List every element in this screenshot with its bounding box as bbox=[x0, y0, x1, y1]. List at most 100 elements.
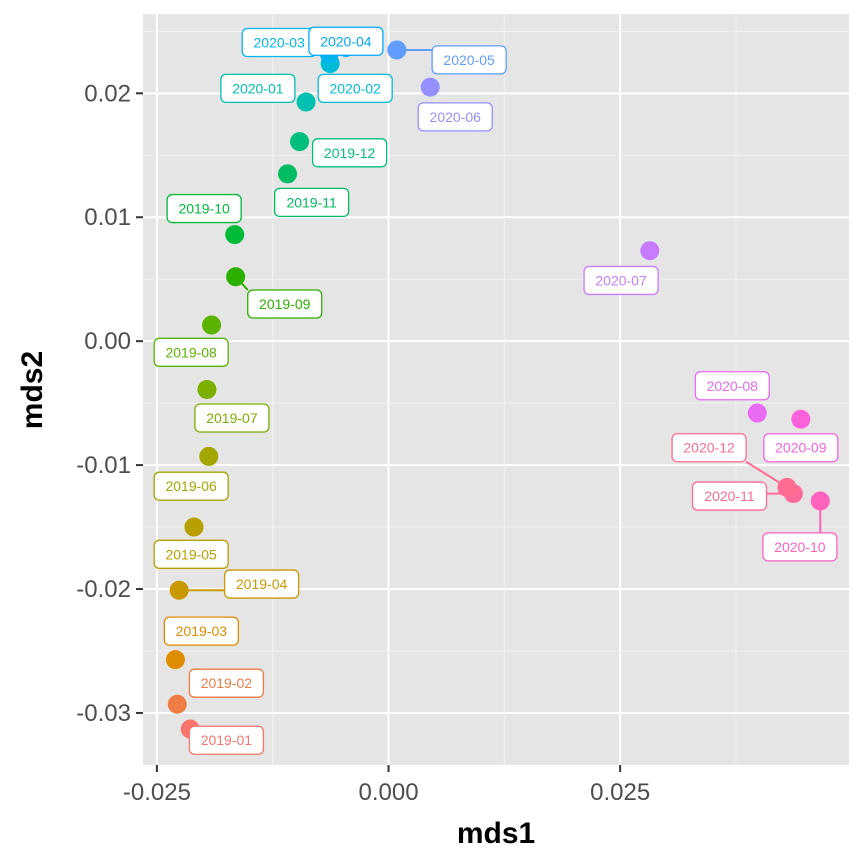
point-2019-11 bbox=[278, 164, 298, 184]
point-label-2020-12: 2020-12 bbox=[671, 433, 747, 463]
label-box bbox=[188, 668, 265, 698]
label-text: 2020-07 bbox=[595, 272, 647, 288]
label-box bbox=[153, 471, 229, 501]
label-text: 2019-03 bbox=[176, 623, 228, 639]
point-label-2020-07: 2020-07 bbox=[583, 265, 659, 296]
x-tick-label: 0.000 bbox=[358, 779, 418, 806]
label-box bbox=[671, 433, 747, 463]
y-tick-label: -0.01 bbox=[76, 452, 131, 479]
point-2019-07 bbox=[197, 380, 217, 399]
label-box bbox=[317, 73, 393, 104]
label-box bbox=[417, 102, 493, 132]
label-box bbox=[273, 187, 350, 218]
point-label-2019-09: 2019-09 bbox=[247, 289, 323, 319]
point-2020-06 bbox=[420, 77, 440, 97]
label-text: 2019-11 bbox=[286, 194, 337, 210]
point-2020-12 bbox=[777, 477, 797, 497]
point-label-2019-11: 2019-11 bbox=[273, 187, 350, 218]
label-text: 2019-12 bbox=[324, 145, 376, 161]
point-label-2019-10: 2019-10 bbox=[166, 193, 242, 224]
label-text: 2020-01 bbox=[232, 80, 284, 96]
point-2019-09 bbox=[226, 267, 246, 287]
label-text: 2019-02 bbox=[201, 675, 253, 691]
point-label-2020-06: 2020-06 bbox=[417, 102, 493, 132]
label-box bbox=[762, 532, 838, 562]
label-text: 2020-03 bbox=[254, 35, 306, 51]
label-box bbox=[763, 433, 839, 463]
label-box bbox=[223, 569, 300, 599]
point-label-2019-04: 2019-04 bbox=[223, 569, 300, 599]
point-2019-04 bbox=[169, 580, 189, 600]
label-box bbox=[153, 337, 229, 367]
label-text: 2020-10 bbox=[774, 539, 826, 555]
point-2019-10 bbox=[225, 225, 245, 245]
point-label-2020-03: 2020-03 bbox=[241, 27, 317, 58]
point-label-2019-03: 2019-03 bbox=[163, 616, 240, 646]
point-label-2020-01: 2020-01 bbox=[220, 73, 296, 104]
point-2020-07 bbox=[640, 241, 660, 261]
point-2019-12 bbox=[290, 132, 310, 152]
point-2019-02 bbox=[167, 694, 187, 714]
point-label-2020-09: 2020-09 bbox=[763, 433, 839, 463]
label-text: 2019-06 bbox=[165, 478, 217, 494]
point-label-2019-08: 2019-08 bbox=[153, 337, 229, 367]
x-axis: -0.025 0.000 0.025 bbox=[123, 765, 650, 806]
point-2020-10 bbox=[810, 491, 830, 511]
label-box bbox=[247, 289, 323, 319]
x-tick-label: 0.025 bbox=[590, 779, 650, 806]
point-label-2019-12: 2019-12 bbox=[311, 138, 388, 168]
point-2020-05 bbox=[387, 40, 407, 60]
point-label-2020-10: 2020-10 bbox=[762, 532, 838, 562]
point-label-2019-06: 2019-06 bbox=[153, 471, 229, 501]
point-2019-06 bbox=[199, 446, 219, 466]
label-box bbox=[311, 138, 388, 168]
point-label-2020-02: 2020-02 bbox=[317, 73, 393, 104]
label-text: 2020-06 bbox=[430, 109, 482, 125]
label-box bbox=[188, 725, 265, 755]
y-tick-label: 0.02 bbox=[84, 80, 131, 107]
y-axis-title: mds2 bbox=[16, 351, 49, 429]
point-2020-09 bbox=[791, 409, 811, 429]
label-box bbox=[431, 45, 507, 75]
label-text: 2019-05 bbox=[165, 546, 217, 562]
y-tick-label: -0.03 bbox=[76, 700, 131, 727]
point-label-2019-01: 2019-01 bbox=[188, 725, 265, 755]
label-text: 2020-08 bbox=[707, 378, 759, 394]
label-text: 2019-08 bbox=[165, 344, 217, 360]
label-text: 2019-09 bbox=[259, 296, 311, 312]
point-label-2019-07: 2019-07 bbox=[194, 403, 270, 433]
label-text: 2020-05 bbox=[443, 52, 495, 68]
label-text: 2020-11 bbox=[704, 488, 755, 504]
y-axis: -0.03 -0.02 -0.01 0.00 0.01 0.02 bbox=[76, 80, 143, 727]
label-box bbox=[163, 616, 240, 646]
label-box bbox=[694, 371, 770, 401]
label-text: 2020-09 bbox=[775, 440, 827, 456]
point-label-2020-04: 2020-04 bbox=[308, 26, 384, 56]
point-label-2019-02: 2019-02 bbox=[188, 668, 265, 698]
point-label-2020-08: 2020-08 bbox=[694, 371, 770, 401]
point-2020-08 bbox=[747, 403, 767, 423]
label-box bbox=[166, 193, 242, 224]
label-text: 2020-02 bbox=[329, 80, 381, 96]
point-2019-05 bbox=[184, 517, 204, 537]
label-box bbox=[583, 265, 659, 296]
y-tick-label: -0.02 bbox=[76, 576, 131, 603]
point-2019-03 bbox=[165, 650, 185, 670]
point-labels: 2019-01 2019-02 2019-03 2019-04 2019-05 2019-… bbox=[153, 26, 839, 755]
point-2019-08 bbox=[202, 315, 222, 335]
label-text: 2019-04 bbox=[236, 576, 288, 592]
y-tick-label: 0.01 bbox=[84, 204, 131, 231]
x-axis-title: mds1 bbox=[457, 817, 535, 850]
label-text: 2020-12 bbox=[683, 440, 735, 456]
label-box bbox=[691, 481, 768, 511]
point-label-2020-05: 2020-05 bbox=[431, 45, 507, 75]
point-2020-01 bbox=[296, 92, 316, 112]
label-text: 2019-10 bbox=[178, 201, 230, 217]
y-tick-label: 0.00 bbox=[84, 328, 131, 355]
x-tick-label: -0.025 bbox=[123, 779, 191, 806]
point-label-2020-11: 2020-11 bbox=[691, 481, 768, 511]
point-label-2019-05: 2019-05 bbox=[153, 539, 229, 569]
label-box bbox=[220, 73, 296, 104]
label-text: 2019-01 bbox=[201, 732, 253, 748]
